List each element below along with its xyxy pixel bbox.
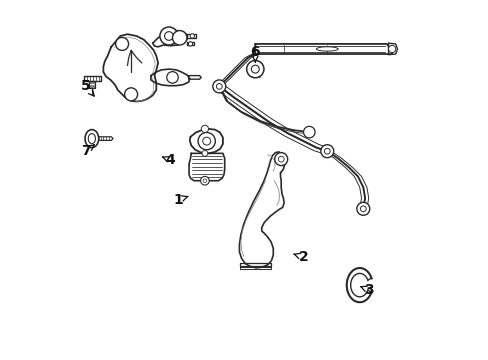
Polygon shape xyxy=(152,31,186,47)
Circle shape xyxy=(203,179,206,183)
Circle shape xyxy=(200,176,209,185)
Circle shape xyxy=(216,84,222,89)
Polygon shape xyxy=(89,81,95,88)
Text: 4: 4 xyxy=(163,153,175,167)
Polygon shape xyxy=(103,34,158,102)
Polygon shape xyxy=(255,44,391,54)
Circle shape xyxy=(324,148,329,154)
Circle shape xyxy=(203,137,210,145)
Text: 1: 1 xyxy=(173,193,188,207)
Circle shape xyxy=(246,60,264,78)
Polygon shape xyxy=(387,43,397,55)
Circle shape xyxy=(356,202,369,215)
Polygon shape xyxy=(186,34,196,38)
Polygon shape xyxy=(84,76,101,81)
Circle shape xyxy=(202,150,207,156)
Ellipse shape xyxy=(85,130,99,148)
Circle shape xyxy=(166,72,178,83)
Polygon shape xyxy=(99,137,113,140)
Polygon shape xyxy=(240,263,271,266)
Ellipse shape xyxy=(316,47,337,51)
Polygon shape xyxy=(186,42,194,45)
Text: 7: 7 xyxy=(81,144,94,158)
Polygon shape xyxy=(239,152,284,268)
Circle shape xyxy=(164,32,173,40)
Circle shape xyxy=(360,206,366,212)
Polygon shape xyxy=(240,267,271,269)
Circle shape xyxy=(188,42,192,46)
Polygon shape xyxy=(189,129,223,153)
Circle shape xyxy=(201,125,208,132)
Circle shape xyxy=(251,65,259,73)
Circle shape xyxy=(303,126,314,138)
Polygon shape xyxy=(188,76,201,79)
Polygon shape xyxy=(189,153,224,181)
Circle shape xyxy=(212,80,225,93)
Circle shape xyxy=(320,145,333,158)
Circle shape xyxy=(387,45,395,53)
Circle shape xyxy=(160,27,178,45)
Circle shape xyxy=(124,88,137,101)
Text: 6: 6 xyxy=(250,45,260,62)
Circle shape xyxy=(274,153,287,166)
Circle shape xyxy=(198,132,215,150)
Circle shape xyxy=(278,156,284,162)
Ellipse shape xyxy=(88,134,95,144)
Circle shape xyxy=(172,31,186,45)
Circle shape xyxy=(115,37,128,50)
Circle shape xyxy=(190,34,194,38)
Text: 2: 2 xyxy=(293,251,308,264)
Text: 5: 5 xyxy=(81,80,94,96)
Text: 3: 3 xyxy=(360,283,373,297)
Polygon shape xyxy=(151,69,189,86)
